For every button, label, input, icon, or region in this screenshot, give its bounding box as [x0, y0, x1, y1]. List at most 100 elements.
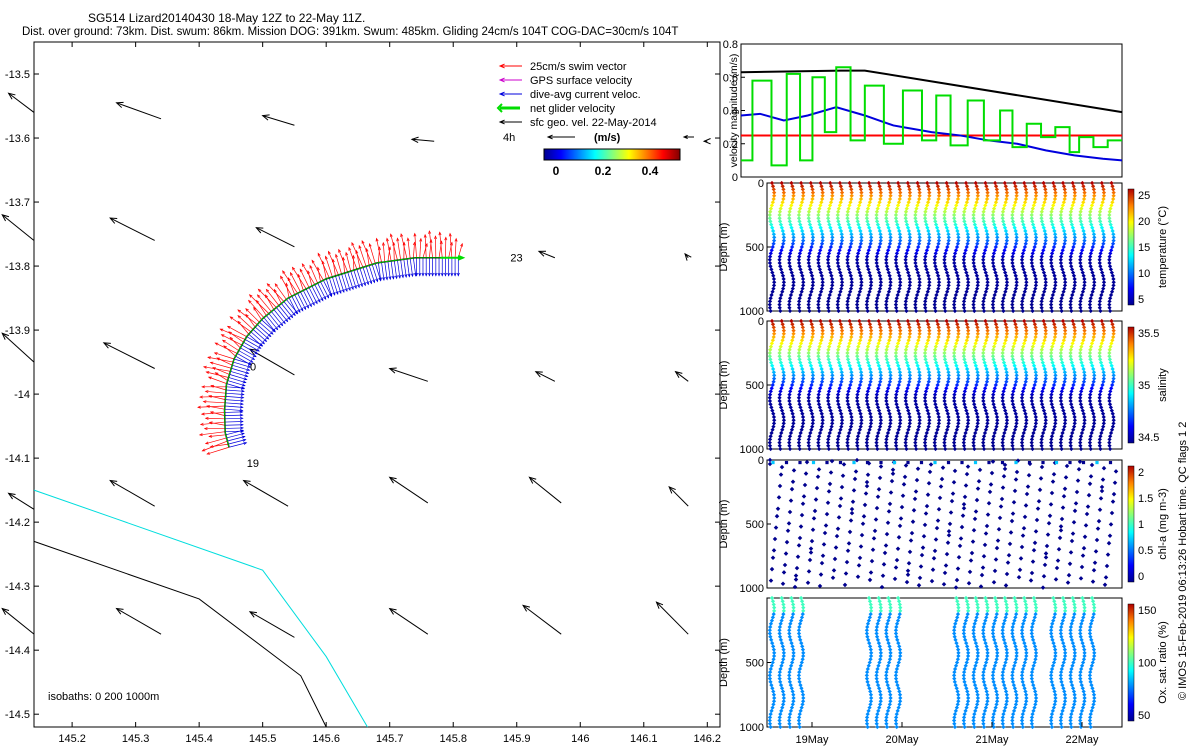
profile-dot [819, 200, 824, 205]
dac-vector [456, 257, 460, 277]
swim-vector [307, 270, 313, 287]
swim-vector [216, 357, 233, 366]
profile-dot [859, 193, 864, 198]
profile-dot [789, 244, 795, 250]
colorbar-tick-label: 20 [1138, 216, 1150, 228]
swim-vector [206, 405, 225, 410]
profile-dot [848, 184, 853, 189]
map-x-tick-label: 146.1 [630, 733, 658, 745]
swim-vector [229, 336, 241, 349]
map-x-tick-label: 145.2 [58, 733, 86, 745]
profile-dot [855, 296, 861, 301]
profile-dot [878, 193, 883, 198]
swim-vector [422, 242, 428, 258]
profile-dot [836, 222, 842, 227]
profile-dot [809, 244, 814, 250]
profile-dot [797, 296, 802, 301]
profile-dot [777, 254, 782, 259]
profile-dot [791, 280, 796, 285]
profile-dot [817, 292, 823, 298]
profile-dot [855, 299, 860, 304]
profile-dot [859, 238, 864, 243]
swim-vector [220, 334, 243, 346]
profile-dot [770, 200, 776, 205]
profile-dot [790, 200, 795, 205]
dac-vector [271, 311, 284, 327]
dac-vector [384, 261, 389, 281]
profile-dot [771, 276, 777, 282]
profile-dot [779, 225, 784, 230]
colorbar-tick-label: 25 [1138, 190, 1150, 202]
profile-dot [791, 283, 796, 288]
profile-dot [864, 299, 870, 304]
profile-dot [836, 308, 841, 314]
profile-dot [857, 225, 862, 230]
profile-dot [847, 203, 852, 208]
profile-dot [787, 216, 792, 221]
profile-dot [854, 302, 860, 307]
dac-vector [254, 326, 270, 340]
profile-dot [781, 187, 786, 192]
map-y-tick-label: -13.5 [5, 69, 30, 81]
colorbar-tick-label: 2 [1138, 467, 1144, 479]
profile-dot [816, 209, 821, 214]
sfc-velocity-vector [534, 371, 556, 382]
dac-vector [291, 296, 301, 314]
profile-dot [816, 219, 821, 224]
swim-vector [348, 246, 358, 270]
profile-dot [839, 232, 844, 237]
profile-dot [838, 184, 843, 189]
profile-dot [770, 225, 775, 230]
profile-dot [767, 212, 772, 218]
dac-vector [328, 277, 336, 296]
profile-dot [820, 280, 825, 285]
swim-vector [419, 237, 423, 258]
profile-dot [839, 193, 845, 198]
isobath-0m [33, 489, 368, 728]
profile-colorbar-label: salinity [1157, 368, 1169, 402]
colorbar-tick-label: 0.4 [642, 164, 659, 178]
profile-dot [828, 289, 833, 294]
swim-vector [245, 308, 260, 323]
dac-vector [421, 257, 425, 277]
dac-vector [341, 273, 348, 293]
dac-vector [226, 432, 245, 439]
colorbar-tick-label: 0.2 [595, 164, 612, 178]
profile-dot [820, 193, 825, 198]
sfc-velocity-vector [388, 607, 429, 635]
profile-dot [820, 238, 825, 243]
profile-dot [777, 257, 782, 262]
profile-dot [1068, 460, 1072, 465]
profile-axes-oxygen [766, 597, 1123, 728]
dac-vector [227, 380, 246, 387]
legend-arrow [498, 91, 522, 97]
profile-dot [771, 241, 776, 246]
profile-dot [807, 219, 812, 224]
profile-dot [810, 286, 815, 291]
profile-dot [848, 200, 853, 205]
profile-dot [816, 299, 821, 304]
dac-vector [335, 275, 342, 294]
profile-dot [767, 260, 773, 266]
profile-dot [826, 296, 831, 301]
profile-dot [771, 232, 776, 237]
dac-vector [347, 271, 354, 291]
profile-dot [777, 209, 783, 214]
profile-dot [772, 193, 777, 198]
swim-vector [352, 254, 355, 271]
profile-dot [810, 196, 815, 202]
profile-dot [818, 225, 823, 230]
profile-dot [960, 460, 964, 465]
map-x-tick-label: 145.8 [439, 733, 467, 745]
annotation-0: 0 [250, 362, 256, 374]
profile-dot [818, 270, 823, 275]
swim-vector [237, 320, 250, 335]
profile-dot [878, 187, 883, 192]
profile-dot [778, 206, 783, 211]
profile-dot [919, 460, 924, 465]
legend-label: GPS surface velocity [530, 75, 633, 87]
map-axes [33, 41, 721, 728]
swim-vector [316, 266, 321, 282]
profile-dot [836, 206, 841, 211]
profile-dot [847, 225, 852, 230]
